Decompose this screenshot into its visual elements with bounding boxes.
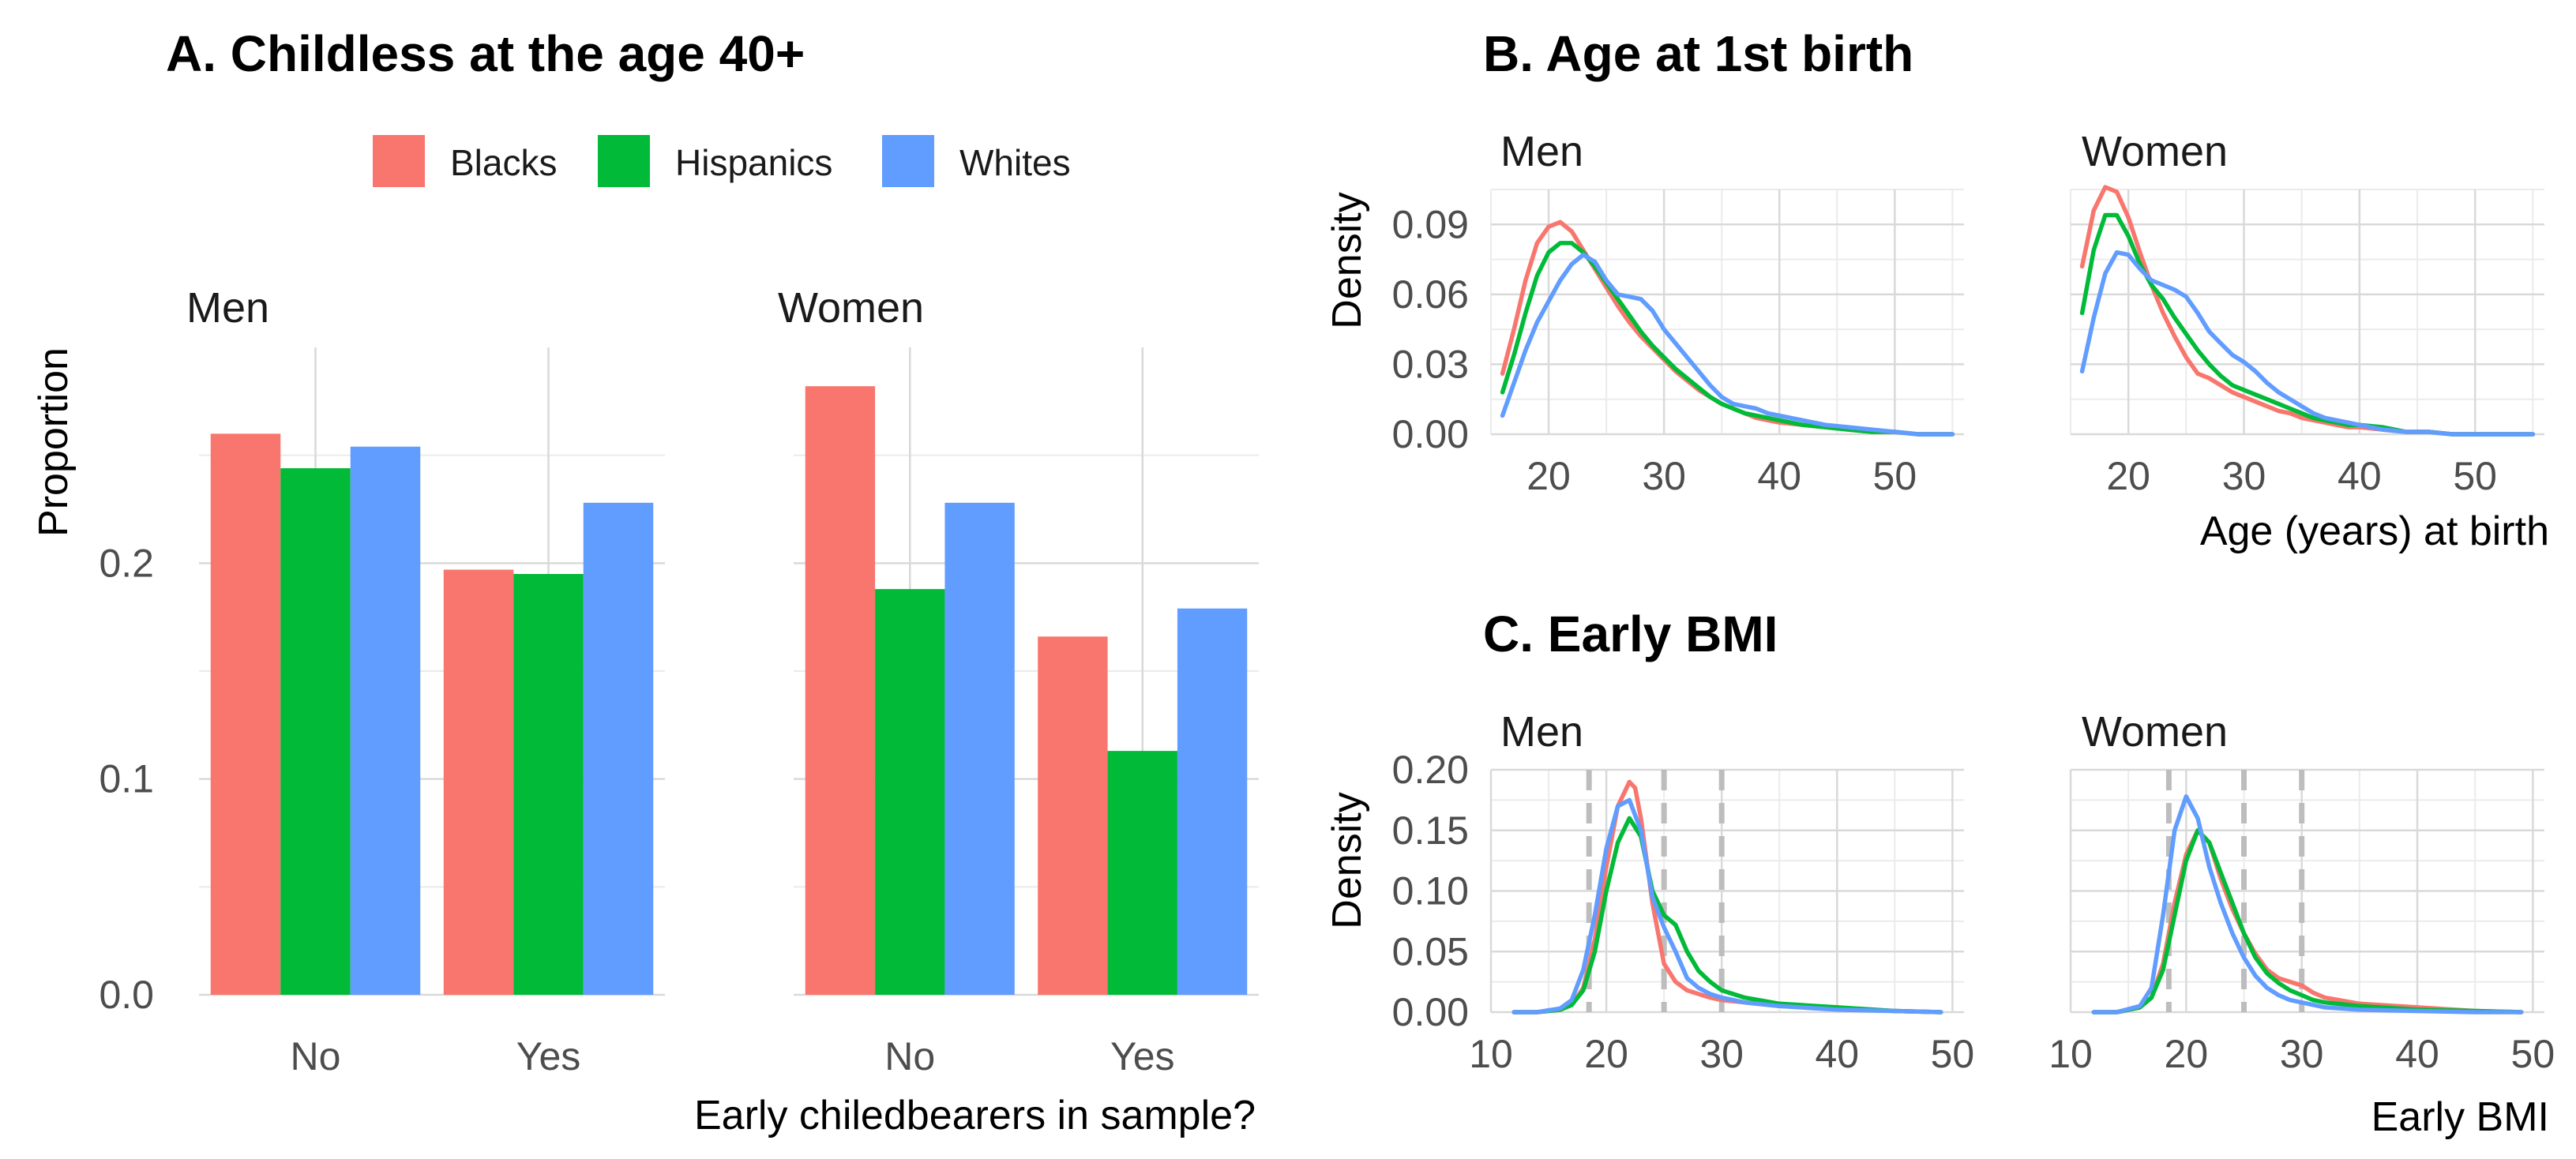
panel-b-strip-men: Men (1500, 128, 1583, 175)
y-tick-label: 0.1 (99, 757, 154, 801)
legend-key-hispanics (598, 135, 650, 187)
plot-area: No Yes No Yes 0.0 0.1 0.2 20 30 40 50 20 30 40 50 0.00 0… (99, 185, 2555, 1078)
bar-hispanics-yes (513, 574, 584, 995)
density-line-hispanics (1511, 816, 1943, 1015)
x-tick-label: 30 (1642, 454, 1686, 498)
panel-a-strip-men: Men (186, 284, 269, 332)
panel-a-xlabel: Early chiledbearers in sample? (694, 1093, 1256, 1138)
bar-whites-no (944, 502, 1015, 995)
density-line-whites (1511, 797, 1943, 1015)
panel-a-facet-men (199, 347, 665, 996)
panel-b-strip-women: Women (2082, 128, 2228, 175)
x-tick-label: 40 (2338, 454, 2382, 498)
legend-key-blacks (373, 135, 425, 187)
bar-blacks-no (805, 386, 876, 995)
y-tick-label: 0.10 (1392, 869, 1469, 913)
legend-label-whites: Whites (959, 142, 1071, 183)
panel-c-strip-men: Men (1500, 708, 1583, 756)
legend-key-whites (882, 135, 934, 187)
panel-c-ylabel: Density (1324, 792, 1370, 928)
bar-whites-no (350, 446, 421, 995)
y-tick-label: 0.0 (99, 973, 154, 1017)
bar-whites-yes (583, 502, 654, 995)
y-tick-label: 0.2 (99, 541, 154, 585)
density-line-whites (2091, 794, 2524, 1015)
x-tick-label: 30 (2222, 454, 2266, 498)
panel-b-facet-men (1490, 189, 1964, 437)
x-tick-label: 20 (2165, 1032, 2209, 1076)
y-tick-label: 0.03 (1392, 342, 1469, 386)
panel-a-title: A. Childless at the age 40+ (166, 25, 805, 82)
x-tick-label: Yes (1110, 1034, 1175, 1078)
x-tick-label: 50 (1931, 1032, 1975, 1076)
panel-b-xlabel: Age (years) at birth (2200, 508, 2549, 554)
panel-b-facet-women (2070, 185, 2544, 437)
bar-whites-yes (1177, 608, 1248, 995)
bar-blacks-yes (443, 569, 514, 995)
density-line-hispanics (2079, 212, 2536, 437)
x-tick-label: 10 (2048, 1032, 2093, 1076)
density-line-hispanics (2091, 828, 2524, 1015)
panel-a-strip-women: Women (778, 284, 924, 332)
panel-c-strip-women: Women (2082, 708, 2228, 756)
x-tick-label: 30 (2280, 1032, 2324, 1076)
panel-b-ylabel: Density (1324, 192, 1370, 328)
x-tick-label: 20 (1584, 1032, 1628, 1076)
x-tick-label: 50 (2511, 1032, 2555, 1076)
x-tick-label: 50 (2453, 454, 2497, 498)
panel-a-facet-women (794, 347, 1259, 996)
x-tick-label: Yes (516, 1034, 581, 1078)
panel-b-title: B. Age at 1st birth (1483, 25, 1913, 82)
y-tick-label: 0.06 (1392, 272, 1469, 317)
bar-blacks-no (210, 433, 281, 995)
panel-c-facet-women (2069, 768, 2544, 1015)
x-tick-label: 50 (1873, 454, 1917, 498)
density-line-whites (2079, 249, 2536, 437)
x-tick-label: No (884, 1034, 935, 1078)
panel-c-xlabel: Early BMI (2371, 1094, 2549, 1140)
y-tick-label: 0.09 (1392, 202, 1469, 246)
bar-hispanics-no (280, 468, 351, 995)
x-tick-label: 20 (1526, 454, 1571, 498)
x-tick-label: 30 (1699, 1032, 1744, 1076)
bar-blacks-yes (1038, 636, 1108, 995)
legend: Blacks Hispanics Whites (373, 135, 1071, 187)
bar-hispanics-yes (1107, 751, 1177, 995)
panel-c-title: C. Early BMI (1483, 606, 1778, 662)
y-tick-label: 0.15 (1392, 808, 1469, 853)
x-tick-label: 40 (1757, 454, 1801, 498)
y-tick-label: 0.20 (1392, 748, 1469, 792)
bar-hispanics-no (875, 589, 945, 995)
panel-a-ylabel: Proportion (31, 347, 77, 537)
y-tick-label: 0.05 (1392, 929, 1469, 973)
legend-label-blacks: Blacks (450, 142, 557, 183)
density-line-whites (1500, 252, 1955, 437)
x-tick-label: 20 (2106, 454, 2150, 498)
panel-c-facet-men (1489, 768, 1964, 1015)
x-tick-label: 40 (2395, 1032, 2439, 1076)
legend-label-hispanics: Hispanics (675, 142, 832, 183)
y-tick-label: 0.00 (1392, 990, 1469, 1034)
density-line-hispanics (1500, 241, 1955, 437)
x-tick-label: No (291, 1034, 341, 1078)
y-tick-label: 0.00 (1392, 412, 1469, 456)
x-tick-label: 10 (1469, 1032, 1513, 1076)
x-tick-label: 40 (1815, 1032, 1859, 1076)
